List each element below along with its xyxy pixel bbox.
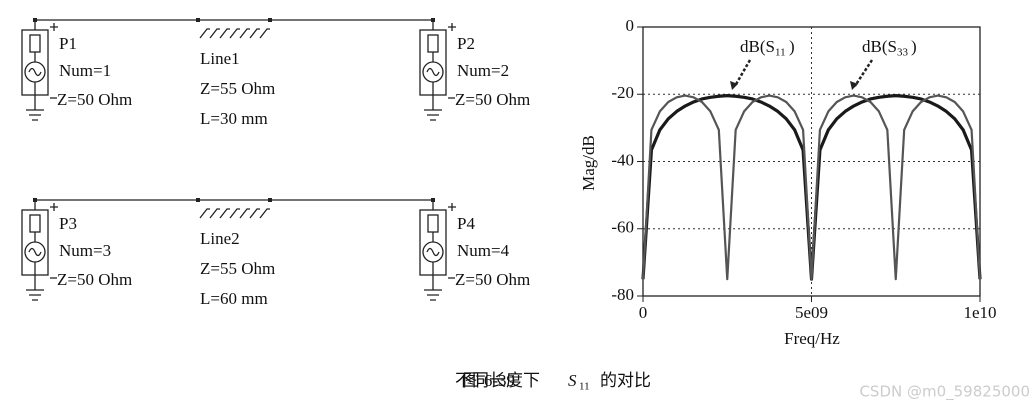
x-tick-label: 0 [639, 303, 648, 322]
sine [426, 247, 440, 257]
annotation-sub: 33 [897, 47, 909, 59]
annotation-sub: 11 [775, 47, 786, 59]
caption-figure: 图 6-39 [463, 371, 515, 390]
port-z: Z=50 Ohm [57, 90, 132, 109]
sine [28, 247, 42, 257]
hatch [249, 208, 260, 219]
port-num: Num=2 [457, 61, 509, 80]
x-tick-label: 1e10 [963, 303, 996, 322]
port-z: Z=50 Ohm [455, 90, 530, 109]
resistor [29, 34, 41, 53]
resistor [29, 214, 41, 233]
hatch [209, 28, 220, 39]
node [196, 198, 200, 202]
annotation-arrow [733, 59, 752, 87]
port-num: Num=3 [59, 241, 111, 260]
node [268, 18, 272, 22]
port-name: P4 [457, 214, 475, 233]
arrow-head [850, 81, 858, 90]
port-num: Num=4 [457, 241, 510, 260]
hatch [259, 208, 270, 219]
y-tick-label: 0 [626, 16, 635, 35]
annotation: dB(S [740, 37, 775, 56]
annotation-arrow [853, 59, 874, 87]
hatch [259, 28, 270, 39]
port-name: P3 [59, 214, 77, 233]
plus [448, 203, 456, 211]
line-name: Line1 [200, 49, 240, 68]
hatch [209, 208, 220, 219]
plus [50, 23, 58, 31]
y-tick-label: -60 [611, 218, 634, 237]
hatch [239, 28, 250, 39]
line-l: L=30 mm [200, 109, 268, 128]
annotation: dB(S [862, 37, 897, 56]
line-z: Z=55 Ohm [200, 259, 275, 278]
hatch [219, 28, 230, 39]
annotation: ) [911, 37, 917, 56]
resistor [427, 214, 439, 233]
arrow-head [730, 81, 738, 90]
series-line [641, 94, 982, 281]
hatch [229, 28, 240, 39]
port-num: Num=1 [59, 61, 111, 80]
node [268, 198, 272, 202]
ground [424, 109, 442, 121]
port-name: P2 [457, 34, 475, 53]
port-z: Z=50 Ohm [455, 270, 530, 289]
hatch [249, 28, 260, 39]
node [196, 18, 200, 22]
y-tick-label: -20 [611, 83, 634, 102]
plus [448, 23, 456, 31]
line-l: L=60 mm [200, 289, 268, 308]
hatch [229, 208, 240, 219]
ground [26, 109, 44, 121]
sine [28, 67, 42, 77]
line-name: Line2 [200, 229, 240, 248]
ground [26, 289, 44, 301]
watermark: CSDN @m0_59825000 [859, 383, 1030, 402]
caption-tail: 的对比 [600, 371, 651, 390]
y-axis-label: Mag/dB [579, 135, 598, 191]
caption-symbol: S [568, 371, 577, 390]
sine [426, 67, 440, 77]
x-tick-label: 5e09 [795, 303, 828, 322]
hatch [239, 208, 250, 219]
annotation: ) [789, 37, 795, 56]
hatch [199, 28, 210, 39]
y-tick-label: -40 [611, 150, 634, 169]
plus [50, 203, 58, 211]
port-z: Z=50 Ohm [57, 270, 132, 289]
hatch [219, 208, 230, 219]
plot-frame [642, 26, 981, 297]
port-name: P1 [59, 34, 77, 53]
y-tick-label: -80 [611, 285, 634, 304]
ground [424, 289, 442, 301]
caption-text: 不同长度下 [455, 371, 540, 390]
x-axis-label: Freq/Hz [784, 329, 840, 348]
caption-sub: 11 [579, 381, 590, 393]
line-z: Z=55 Ohm [200, 79, 275, 98]
hatch [199, 208, 210, 219]
resistor [427, 34, 439, 53]
